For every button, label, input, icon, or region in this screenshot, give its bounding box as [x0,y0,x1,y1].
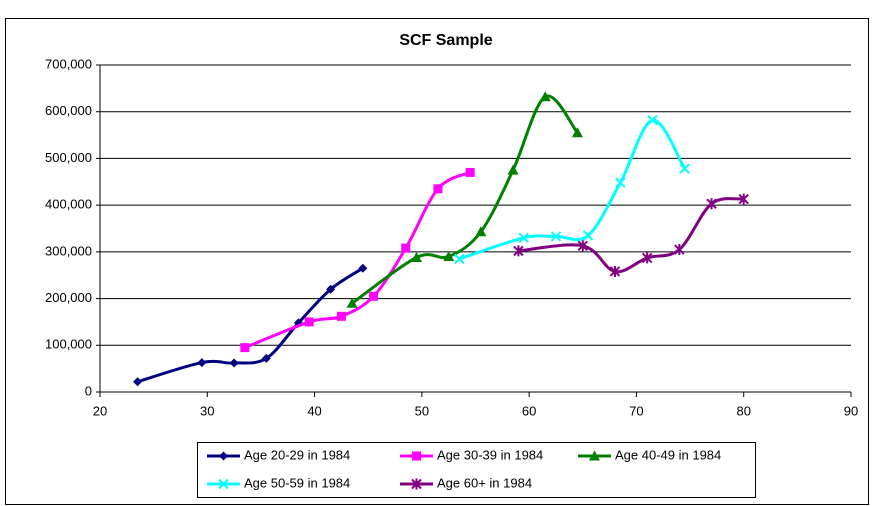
marker [240,343,250,353]
y-tick-label: 200,000 [45,290,92,305]
x-tick-label: 20 [93,403,107,418]
marker [589,450,600,461]
x-tick-label: 50 [415,403,429,418]
x-tick-label: 60 [522,403,536,418]
legend-label: Age 20-29 in 1984 [244,447,350,462]
marker [336,311,346,321]
y-tick-label: 400,000 [45,197,92,212]
marker [454,253,465,265]
legend-label: Age 40-49 in 1984 [615,447,721,462]
x-tick-label: 30 [200,403,214,418]
marker [401,243,411,253]
marker [577,240,588,252]
y-tick-label: 100,000 [45,337,92,352]
y-tick-label: 500,000 [45,150,92,165]
marker [609,265,621,277]
marker [641,252,653,264]
marker [582,230,594,241]
x-tick-label: 70 [629,403,643,418]
marker [475,226,487,237]
y-tick-label: 300,000 [45,243,92,258]
marker [219,451,228,461]
legend-box [197,442,756,498]
y-tick-label: 600,000 [45,103,92,118]
marker [679,163,690,174]
legend-label: Age 60+ in 1984 [437,475,532,490]
marker [410,251,422,262]
legend-label: Age 30-39 in 1984 [437,447,543,462]
marker [615,177,626,188]
marker [738,193,749,205]
marker [465,167,475,177]
marker [507,164,519,175]
marker [369,291,379,301]
y-tick-label: 0 [85,383,92,398]
marker [218,478,229,490]
legend-label: Age 50-59 in 1984 [244,475,350,490]
marker [229,358,239,368]
marker [513,245,524,257]
marker [346,297,358,308]
marker [326,284,336,294]
marker [412,451,421,461]
marker [197,358,207,368]
marker [304,317,314,327]
marker [518,232,529,244]
y-tick-label: 700,000 [45,56,92,71]
marker [550,231,562,242]
marker [571,127,583,138]
marker [433,184,443,194]
marker [647,114,658,126]
marker [539,91,551,102]
marker [706,198,717,210]
chart-border [5,18,869,505]
marker [411,478,422,490]
x-tick-label: 90 [844,403,858,418]
x-tick-label: 40 [307,403,321,418]
marker [133,377,143,387]
marker [358,263,368,273]
marker [674,244,685,256]
chart-title: SCF Sample [399,32,492,49]
marker [261,353,271,363]
x-tick-label: 80 [736,403,750,418]
marker [443,251,455,262]
